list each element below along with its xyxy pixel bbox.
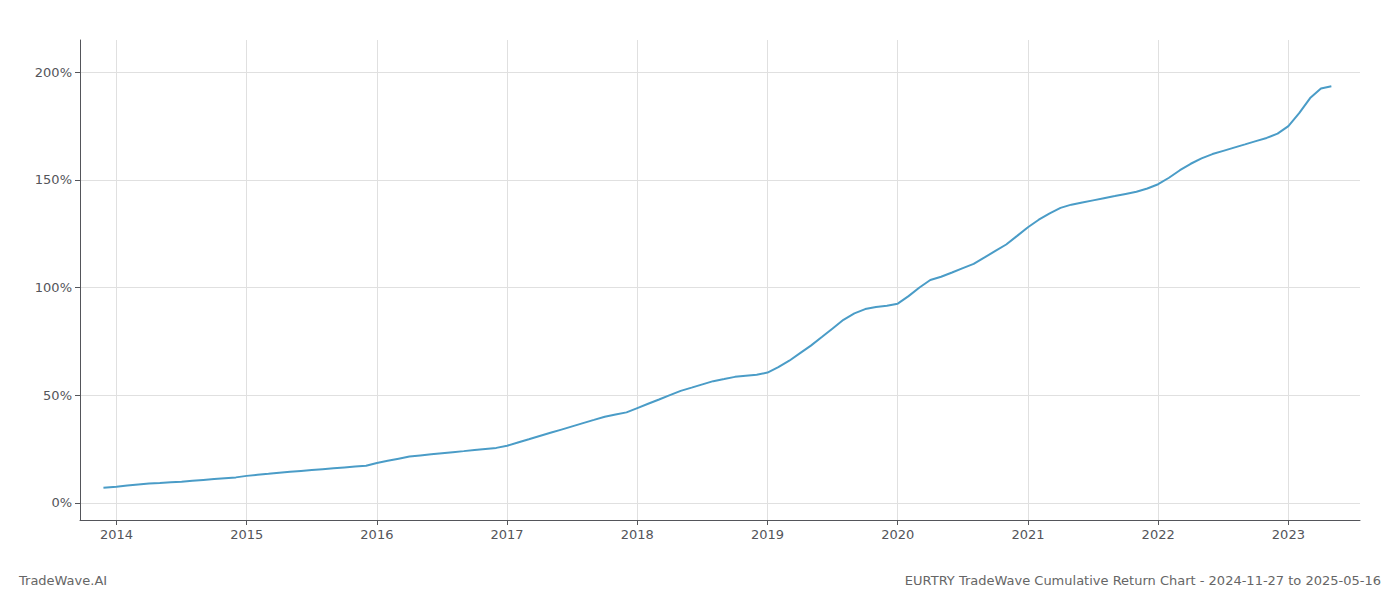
svg-text:2018: 2018 (621, 527, 654, 542)
svg-text:100%: 100% (35, 280, 72, 295)
svg-text:2019: 2019 (751, 527, 784, 542)
svg-text:2021: 2021 (1011, 527, 1044, 542)
svg-text:2016: 2016 (360, 527, 393, 542)
svg-text:200%: 200% (35, 65, 72, 80)
svg-text:150%: 150% (35, 172, 72, 187)
svg-text:2023: 2023 (1272, 527, 1305, 542)
svg-text:2014: 2014 (100, 527, 133, 542)
svg-text:2022: 2022 (1142, 527, 1175, 542)
svg-text:2017: 2017 (491, 527, 524, 542)
svg-text:EURTRY TradeWave Cumulative Re: EURTRY TradeWave Cumulative Return Chart… (905, 573, 1381, 588)
svg-text:TradeWave.AI: TradeWave.AI (18, 573, 107, 588)
svg-text:2015: 2015 (230, 527, 263, 542)
svg-text:50%: 50% (43, 388, 72, 403)
svg-text:0%: 0% (51, 495, 72, 510)
svg-text:2020: 2020 (881, 527, 914, 542)
